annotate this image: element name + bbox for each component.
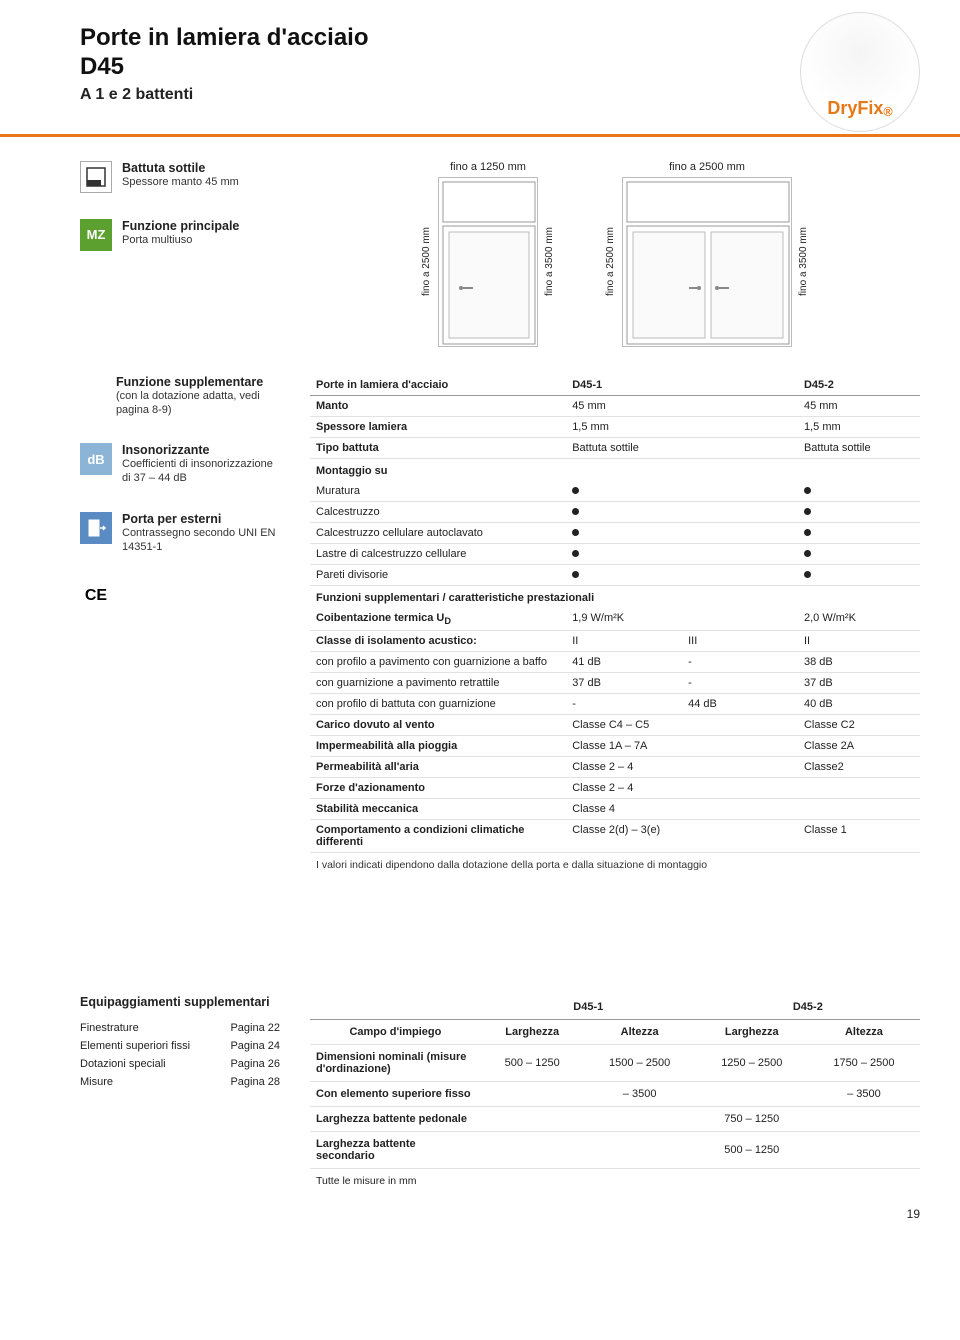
- battuta-block: Battuta sottile Spessore manto 45 mm: [80, 161, 280, 193]
- accent-bar: [0, 134, 960, 137]
- ce-mark-icon: CE: [80, 580, 112, 612]
- funzione-block: MZ Funzione principale Porta multiuso: [80, 219, 280, 251]
- db-icon: dB: [80, 443, 112, 475]
- page-number: 19: [80, 1207, 920, 1221]
- esterni-block: Porta per esterni Contrassegno secondo U…: [80, 512, 280, 555]
- page-title: Porte in lamiera d'acciaio D45 A 1 e 2 b…: [80, 24, 920, 104]
- insonorizzante-block: dB Insonorizzante Coefficienti di insono…: [80, 443, 280, 486]
- exterior-door-icon: [80, 512, 112, 544]
- door-diagrams: fino a 1250 mm fino a 2500 mm fino a 350…: [310, 161, 920, 347]
- single-door-icon: [438, 177, 538, 347]
- supplementare-block: Funzione supplementare (con la dotazione…: [80, 375, 280, 418]
- ce-block: CE: [80, 580, 280, 612]
- double-door-icon: [622, 177, 792, 347]
- dryfix-badge: DryFix®: [800, 12, 920, 132]
- door-leaf-icon: [80, 161, 112, 193]
- spec-table: Porte in lamiera d'acciaio D45-1 D45-2 M…: [310, 375, 920, 875]
- dimensions-table: D45-1 D45-2 Campo d'impiego Larghezza Al…: [310, 995, 920, 1193]
- mz-icon: MZ: [80, 219, 112, 251]
- equip-block: Equipaggiamenti supplementari Finestratu…: [80, 995, 280, 1193]
